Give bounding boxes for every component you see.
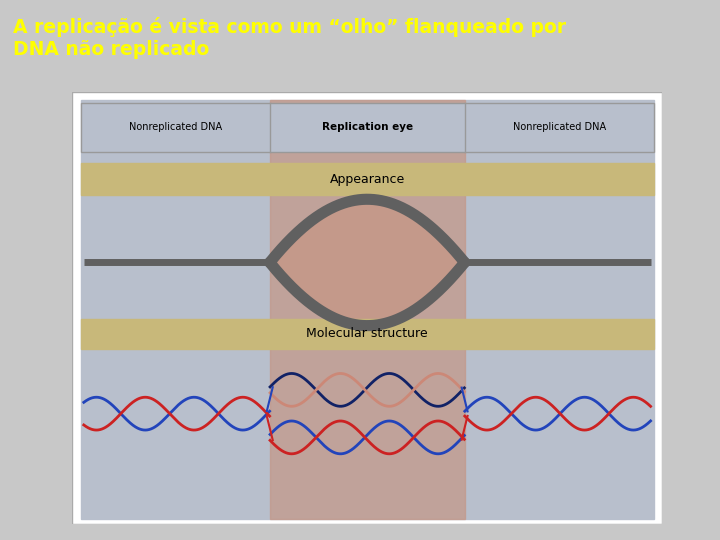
Bar (81, 163, 654, 195)
Text: Nonreplicated DNA: Nonreplicated DNA (513, 123, 606, 132)
Text: Replication eye: Replication eye (322, 123, 413, 132)
Bar (270, 100, 464, 519)
Polygon shape (270, 199, 464, 326)
Bar (81, 103, 654, 152)
Bar (81, 319, 654, 349)
Text: Molecular structure: Molecular structure (307, 327, 428, 340)
Text: A replicação é vista como um “olho” flanqueado por
DNA não replicado: A replicação é vista como um “olho” flan… (13, 17, 566, 58)
Text: Nonreplicated DNA: Nonreplicated DNA (129, 123, 222, 132)
Text: Appearance: Appearance (330, 173, 405, 186)
